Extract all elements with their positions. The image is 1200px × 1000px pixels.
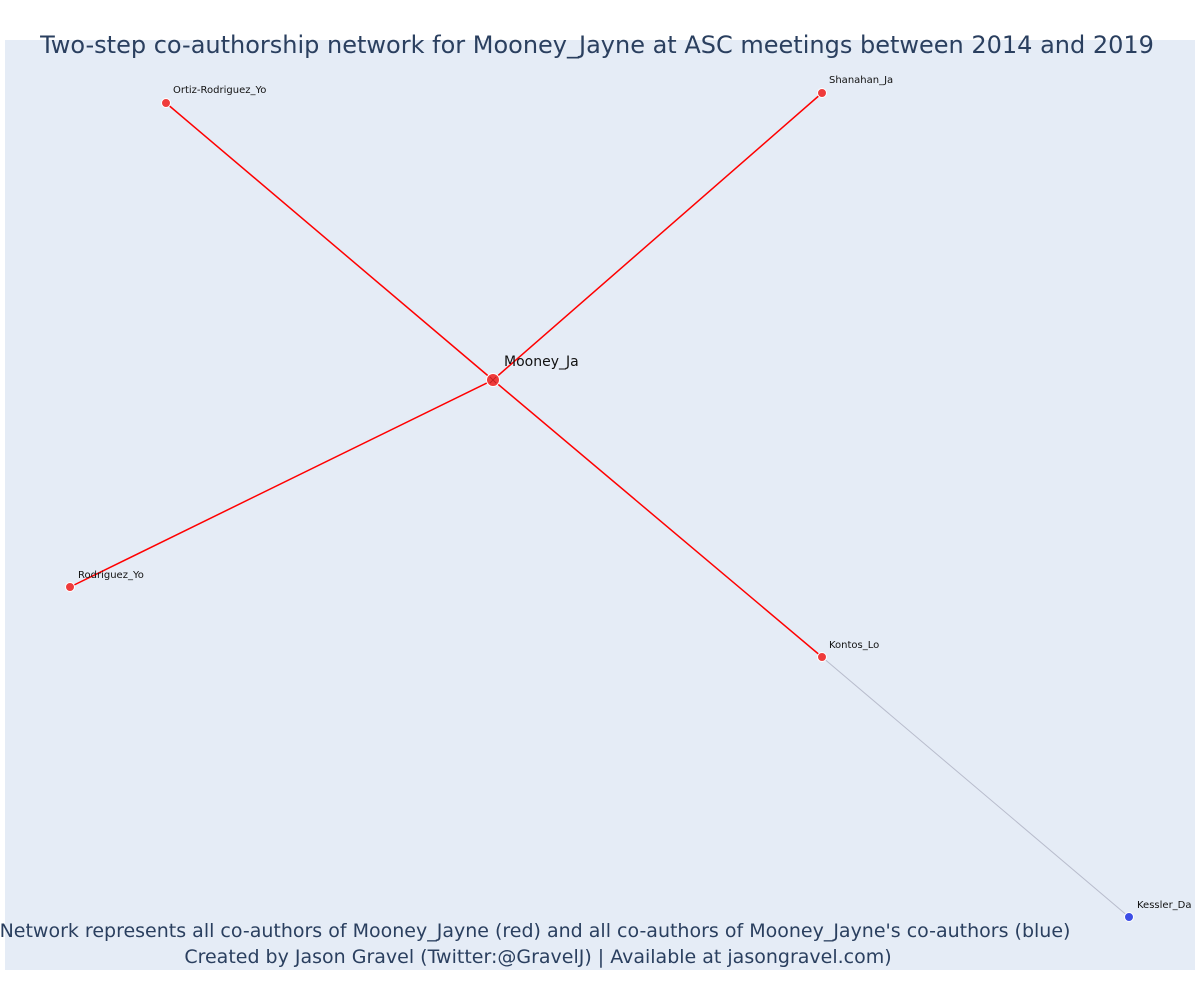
- node-label-shanahan-ja: Shanahan_Ja: [829, 75, 893, 86]
- node-kessler-da[interactable]: [1124, 912, 1134, 922]
- node-label-kontos-lo: Kontos_Lo: [829, 640, 879, 651]
- edges-layer: [69, 92, 1130, 918]
- edge-mooney-ja-ortiz-rodriguez-yo: [165, 102, 494, 381]
- node-label-ortiz-rodriguez-yo: Ortiz-Rodriguez_Yo: [173, 85, 266, 96]
- footer-note: Network represents all co-authors of Moo…: [0, 920, 1070, 942]
- center-node-cross-mark: [489, 376, 497, 384]
- node-rodriguez-yo[interactable]: [65, 582, 75, 592]
- edge-mooney-ja-rodriguez-yo: [69, 379, 494, 588]
- footer-credit: Created by Jason Gravel (Twitter:@Gravel…: [184, 946, 891, 968]
- edge-mooney-ja-kontos-lo: [492, 379, 823, 658]
- nodes-layer: [65, 88, 1134, 922]
- node-ortiz-rodriguez-yo[interactable]: [161, 98, 171, 108]
- node-shanahan-ja[interactable]: [817, 88, 827, 98]
- node-label-kessler-da: Kessler_Da: [1137, 900, 1192, 911]
- plot-background: [5, 40, 1195, 970]
- node-label-rodriguez-yo: Rodriguez_Yo: [78, 570, 144, 581]
- edge-kontos-lo-kessler-da: [821, 656, 1130, 918]
- node-kontos-lo[interactable]: [817, 652, 827, 662]
- labels-layer: Mooney_Ja Ortiz-Rodriguez_Yo Shanahan_Ja Ro…: [78, 75, 1192, 911]
- edge-mooney-ja-shanahan-ja: [492, 92, 823, 381]
- node-label-mooney-ja: Mooney_Ja: [504, 354, 579, 370]
- chart-title: Two-step co-authorship network for Moone…: [39, 31, 1154, 59]
